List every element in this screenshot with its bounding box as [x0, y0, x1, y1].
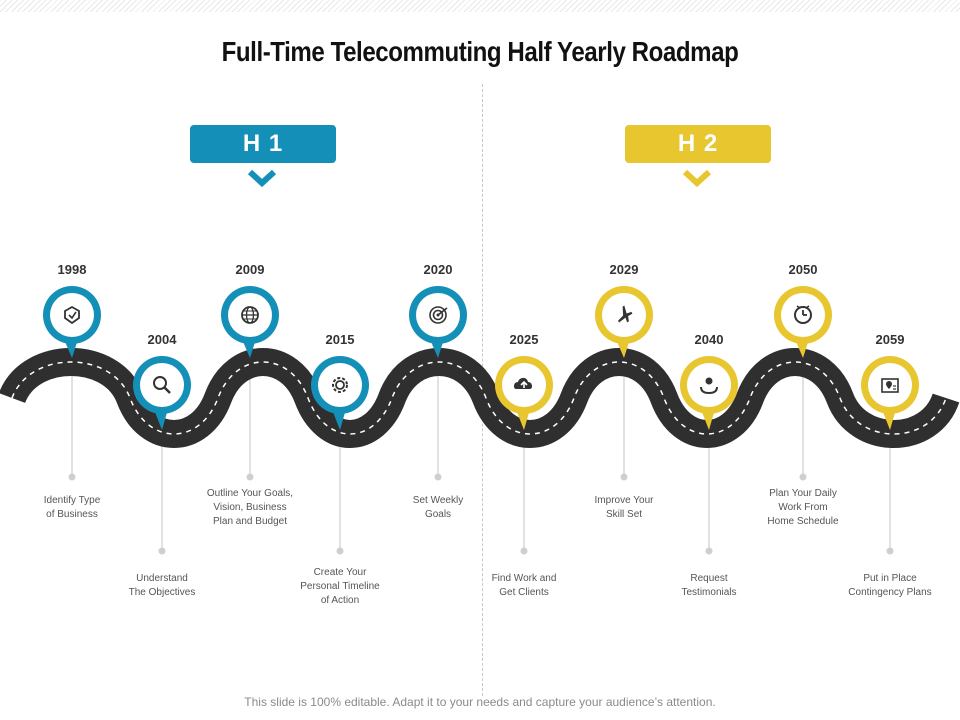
cloud-upload-icon — [513, 377, 533, 389]
milestone-year: 2020 — [423, 262, 453, 277]
description-line: Improve Your — [594, 495, 654, 506]
description-line: Put in Place — [863, 573, 917, 584]
description-line: The Objectives — [128, 587, 196, 598]
description-line: of Action — [320, 595, 360, 606]
h1-label: H 1 — [190, 125, 336, 163]
shield-icon — [64, 305, 80, 325]
h2-chevron-icon — [683, 170, 711, 188]
milestone-pin-2029 — [595, 286, 653, 358]
connectors — [68, 362, 894, 555]
milestone-pin-2059 — [861, 356, 919, 430]
pin-face — [687, 363, 731, 407]
milestone-pin-2009 — [221, 286, 279, 358]
milestone-pins — [43, 286, 919, 430]
milestone-year: 2015 — [325, 332, 355, 347]
description-line: Create Your — [313, 567, 367, 578]
pin-face — [140, 363, 184, 407]
milestone-pin-1998 — [43, 286, 101, 358]
milestone-year: 2040 — [694, 332, 724, 347]
milestone-description: Understand The Objectives — [97, 572, 227, 600]
top-stripe — [0, 0, 960, 12]
connector-dot — [520, 547, 528, 555]
milestone-description: Improve Your Skill Set — [559, 494, 689, 522]
milestone-description: Identify Type of Business — [7, 494, 137, 522]
milestone-year: 2029 — [609, 262, 639, 277]
gear-icon — [332, 377, 348, 393]
h1-chevron-icon — [248, 170, 276, 188]
connector-dot — [886, 547, 894, 555]
description-line: of Business — [46, 509, 98, 520]
milestone-year: 2059 — [875, 332, 905, 347]
connector-dot — [68, 473, 76, 481]
description-line: Personal Timeline — [300, 581, 380, 592]
description-line: Identify Type — [43, 495, 101, 506]
description-line: Find Work and — [491, 573, 557, 584]
connector-dot — [336, 547, 344, 555]
milestone-description: Request Testimonials — [644, 572, 774, 600]
description-line: Set Weekly — [412, 495, 464, 506]
milestone-description: Put in Place Contingency Plans — [825, 572, 955, 600]
magnifier-icon — [153, 376, 171, 394]
description-line: Work From — [778, 502, 828, 513]
description-line: Outline Your Goals, — [206, 488, 294, 499]
milestone-pin-2020 — [409, 286, 467, 358]
milestone-pin-2025 — [495, 356, 553, 430]
target-icon — [429, 306, 448, 324]
road-lane-markings — [11, 361, 947, 435]
milestone-year: 2009 — [235, 262, 265, 277]
description-line: Vision, Business — [213, 502, 287, 513]
connector-dot — [799, 473, 807, 481]
milestone-description: Set Weekly Goals — [373, 494, 503, 522]
footer-note: This slide is 100% editable. Adapt it to… — [244, 695, 716, 709]
connector-dot — [705, 547, 713, 555]
description-line: Plan and Budget — [213, 516, 287, 527]
pin-face — [318, 363, 362, 407]
milestone-year: 1998 — [57, 262, 87, 277]
clock-icon — [794, 305, 812, 324]
milestone-pin-2050 — [774, 286, 832, 358]
description-line: Understand — [136, 573, 188, 584]
description-line: Contingency Plans — [848, 587, 932, 598]
description-line: Request — [690, 573, 728, 584]
description-line: Plan Your Daily — [769, 488, 837, 499]
airplane-icon — [618, 305, 633, 323]
description-line: Testimonials — [681, 587, 737, 598]
h2-label: H 2 — [625, 125, 771, 163]
milestone-description: Outline Your Goals, Vision, Business Plan … — [185, 487, 315, 529]
connector-dot — [620, 473, 628, 481]
description-line: Skill Set — [605, 509, 643, 520]
milestone-pin-2004 — [133, 356, 191, 430]
connector-dot — [246, 473, 254, 481]
milestone-pin-2015 — [311, 356, 369, 430]
milestone-description: Plan Your Daily Work From Home Schedule — [738, 487, 868, 529]
milestone-year: 2050 — [788, 262, 818, 277]
description-line: Get Clients — [499, 587, 549, 598]
milestone-year: 2004 — [147, 332, 177, 347]
hand-care-icon — [700, 377, 718, 395]
pin-face — [50, 293, 94, 337]
description-line: Goals — [424, 509, 452, 520]
shop-location-icon — [881, 378, 899, 393]
milestone-pin-2040 — [680, 356, 738, 430]
connector-dot — [158, 547, 166, 555]
description-line: Home Schedule — [767, 516, 839, 527]
milestone-year: 2025 — [509, 332, 539, 347]
connector-dot — [434, 473, 442, 481]
page-title: Full-Time Telecommuting Half Yearly Road… — [221, 36, 739, 67]
milestone-description: Create Your Personal Timeline of Action — [275, 566, 405, 608]
globe-icon — [241, 306, 259, 324]
milestone-description: Find Work and Get Clients — [459, 572, 589, 600]
